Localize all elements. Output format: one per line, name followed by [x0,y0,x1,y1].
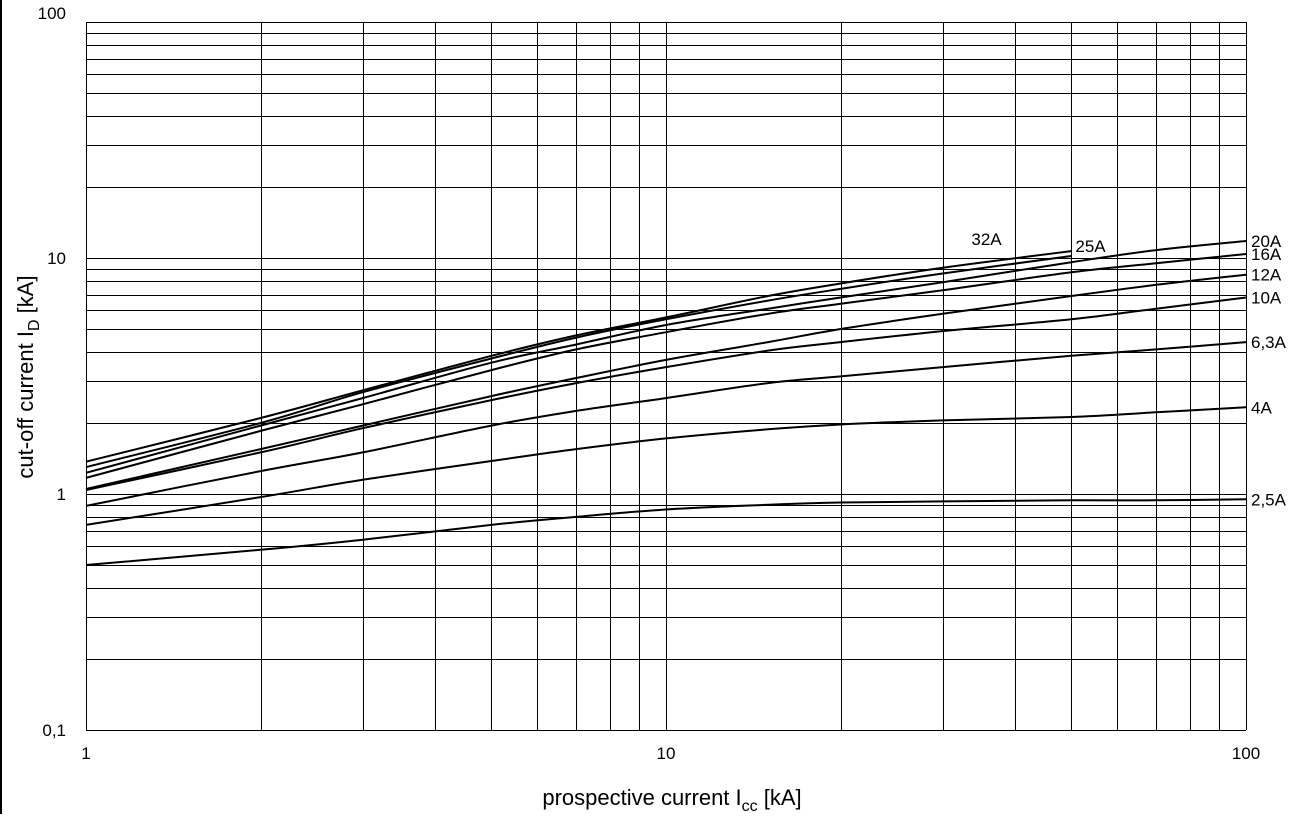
y-tick-label: 10 [47,249,66,268]
series-label-16a: 16A [1251,245,1282,264]
series-line-32a [85,250,1072,463]
x-axis-title-unit: [kA] [758,785,802,810]
curve-layer [85,240,1247,566]
y-axis-title-main: cut-off current I [13,331,38,479]
series-label-25a: 25A [1075,237,1106,256]
x-tick-label: 1 [81,744,90,763]
series-label-32a: 32A [971,230,1002,249]
series-line-4a [85,406,1247,526]
series-line-6-3a [85,341,1247,507]
series-line-12a [85,273,1247,490]
x-tick-label: 10 [657,744,676,763]
series-line-10a [85,296,1247,491]
series-label-4a: 4A [1251,398,1272,417]
y-tick-label: 0,1 [42,721,66,740]
series-label-2-5a: 2,5A [1251,490,1287,509]
grid-layer [86,22,1247,731]
x-axis-title: prospective current Icc [kA] [542,785,801,814]
series-label-20a: 20A [1251,232,1282,251]
y-tick-label: 100 [38,4,66,23]
series-line-2-5a [85,498,1247,566]
y-axis-title-subscript: D [26,319,43,331]
series-line-16a [85,253,1247,479]
series-label-10a: 10A [1251,289,1282,308]
x-axis-title-main: prospective current I [542,785,741,810]
x-tick-label: 100 [1232,744,1260,763]
series-line-20a [85,240,1247,474]
y-axis-title-unit: [kA] [13,275,38,319]
series-label-12a: 12A [1251,266,1282,285]
y-axis-title: cut-off current ID [kA] [13,275,43,478]
x-axis-title-subscript: cc [742,798,758,814]
series-line-25a [85,255,1072,469]
series-label-6-3a: 6,3A [1251,333,1287,352]
tick-labels: 1 10 100 0,1 1 10 100 [38,4,1261,763]
y-tick-label: 1 [57,485,66,504]
